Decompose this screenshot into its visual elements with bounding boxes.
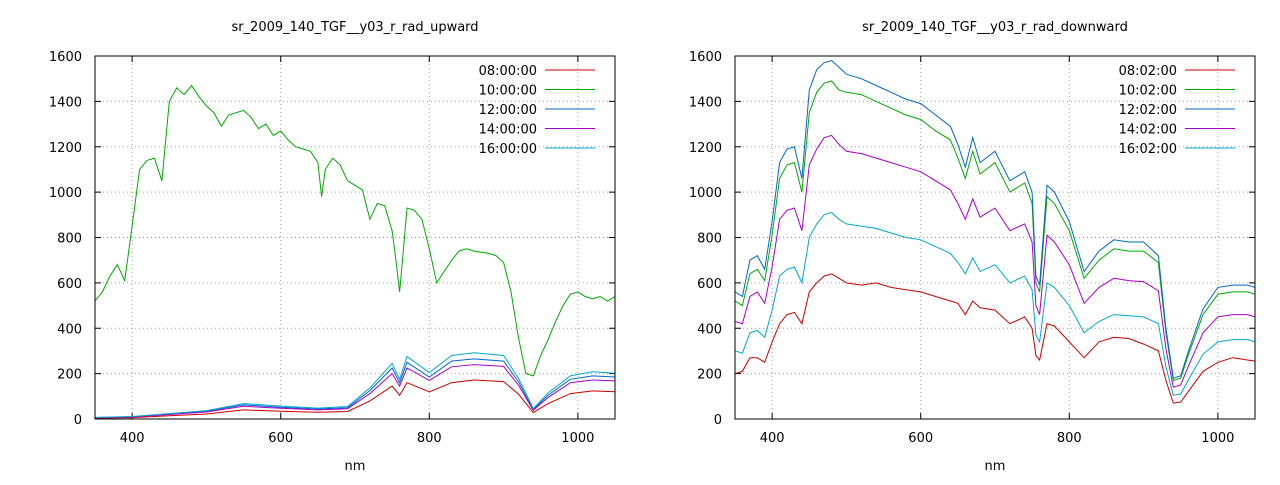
series-line-16:00:00 (95, 352, 615, 418)
y-tick-label: 1200 (689, 141, 722, 156)
y-tick-label: 1600 (49, 50, 82, 65)
x-axis-label: nm (985, 459, 1006, 474)
y-tick-label: 200 (57, 368, 82, 383)
y-tick-label: 400 (697, 322, 722, 337)
x-tick-label: 600 (268, 431, 293, 446)
legend-label: 10:02:00 (1119, 84, 1177, 99)
legend-label: 14:02:00 (1119, 123, 1177, 138)
chart-title: sr_2009_140_TGF__y03_r_rad_downward (862, 20, 1128, 35)
legend-label: 16:02:00 (1119, 142, 1177, 157)
x-tick-label: 600 (908, 431, 933, 446)
y-tick-label: 0 (74, 413, 82, 428)
series-line-12:00:00 (95, 358, 615, 419)
series-line-10:02:00 (735, 80, 1255, 382)
legend-label: 16:00:00 (479, 142, 537, 157)
y-tick-label: 200 (697, 368, 722, 383)
x-tick-label: 800 (417, 431, 442, 446)
series-line-14:00:00 (95, 364, 615, 419)
y-tick-label: 1000 (689, 186, 722, 201)
series-line-08:00:00 (95, 379, 615, 419)
x-tick-label: 1000 (1201, 431, 1234, 446)
legend-label: 08:02:00 (1119, 64, 1177, 79)
y-tick-label: 400 (57, 322, 82, 337)
series-line-10:00:00 (95, 84, 615, 377)
x-tick-label: 400 (120, 431, 145, 446)
y-tick-label: 1000 (49, 186, 82, 201)
plot-frame (94, 55, 616, 420)
series-line-12:02:00 (735, 59, 1255, 379)
legend-label: 08:00:00 (479, 64, 537, 79)
y-tick-label: 1200 (49, 141, 82, 156)
y-tick-label: 600 (57, 277, 82, 292)
y-tick-label: 600 (697, 277, 722, 292)
legend-label: 10:00:00 (479, 84, 537, 99)
series-line-14:02:00 (735, 134, 1255, 388)
x-tick-label: 400 (760, 431, 785, 446)
series-line-16:02:00 (735, 211, 1255, 396)
y-tick-label: 800 (57, 232, 82, 247)
y-tick-label: 800 (697, 232, 722, 247)
legend-label: 12:02:00 (1119, 103, 1177, 118)
x-axis-label: nm (345, 459, 366, 474)
chart-title: sr_2009_140_TGF__y03_r_rad_upward (231, 20, 478, 35)
x-tick-label: 1000 (561, 431, 594, 446)
legend-label: 12:00:00 (479, 103, 537, 118)
plot-frame (734, 55, 1256, 420)
chart-panel-1: 400 600 800 1000 0 200 400 600 800 1000 1200 1400 16… (49, 20, 616, 474)
series-line-08:02:00 (735, 273, 1255, 404)
y-tick-label: 1400 (49, 95, 82, 110)
y-tick-label: 1600 (689, 50, 722, 65)
legend-label: 14:00:00 (479, 123, 537, 138)
chart-panel-2: 400 600 800 1000 0 200 400 600 800 1000 1200 1400 16… (689, 20, 1256, 474)
y-tick-label: 1400 (689, 95, 722, 110)
x-tick-label: 800 (1057, 431, 1082, 446)
y-tick-label: 0 (714, 413, 722, 428)
